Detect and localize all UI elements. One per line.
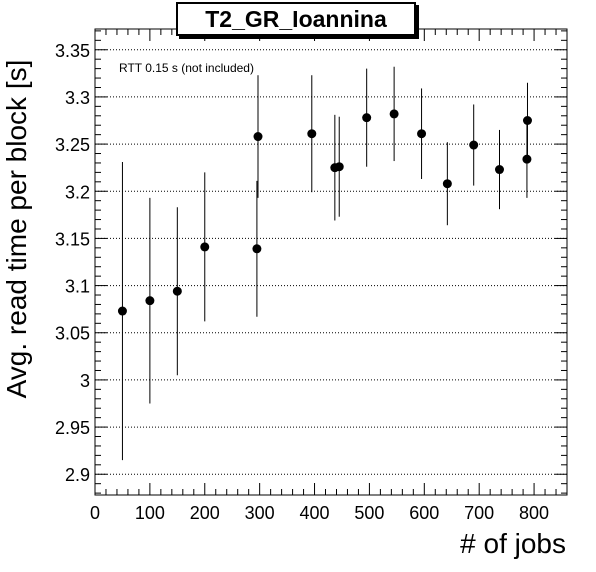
x-tick-label: 700 <box>464 503 494 523</box>
y-tick-label: 3.15 <box>55 229 90 249</box>
data-point <box>494 165 504 175</box>
y-tick-label: 3.35 <box>55 41 90 61</box>
data-point <box>469 140 479 150</box>
x-tick-label: 200 <box>190 503 220 523</box>
y-tick-label: 3.2 <box>65 182 90 202</box>
x-tick-label: 600 <box>409 503 439 523</box>
data-point <box>117 306 127 316</box>
y-axis-label: Avg. read time per block [s] <box>1 59 32 399</box>
data-point <box>253 132 263 142</box>
data-point <box>200 242 210 252</box>
x-tick-label: 300 <box>245 503 275 523</box>
plot-frame-rect <box>94 28 568 496</box>
y-tick-label: 3 <box>80 371 90 391</box>
y-tick-label: 2.9 <box>65 465 90 485</box>
axis-ticks <box>94 29 568 495</box>
data-point <box>334 162 344 172</box>
chart-annotation: RTT 0.15 s (not included) <box>119 61 254 75</box>
data-point <box>442 179 452 189</box>
y-tick-label: 2.95 <box>55 418 90 438</box>
x-tick-label: 0 <box>90 503 100 523</box>
data-point <box>307 129 317 139</box>
grid-lines <box>95 49 567 475</box>
y-tick-label: 3.3 <box>65 88 90 108</box>
data-point <box>362 113 372 123</box>
data-point <box>522 116 532 126</box>
plot-frame <box>94 28 568 496</box>
y-tick-label: 3.25 <box>55 135 90 155</box>
data-point <box>389 109 399 119</box>
x-tick-label: 100 <box>135 503 165 523</box>
data-point <box>252 244 262 254</box>
x-tick-label: 500 <box>354 503 384 523</box>
data-points <box>117 66 532 461</box>
tick-labels: 0 100 200 300 400 500 600 700 800 2.9 2.95 3 3.05 3.1… <box>55 41 549 523</box>
data-point <box>145 296 155 306</box>
y-tick-label: 3.05 <box>55 324 90 344</box>
x-tick-label: 400 <box>300 503 330 523</box>
y-tick-label: 3.1 <box>65 277 90 297</box>
x-tick-label: 800 <box>519 503 549 523</box>
chart-title: T2_GR_Ioannina <box>176 2 416 36</box>
data-point <box>522 154 532 164</box>
x-axis-label: # of jobs <box>460 528 566 559</box>
data-point <box>417 129 427 139</box>
data-point <box>172 286 182 296</box>
